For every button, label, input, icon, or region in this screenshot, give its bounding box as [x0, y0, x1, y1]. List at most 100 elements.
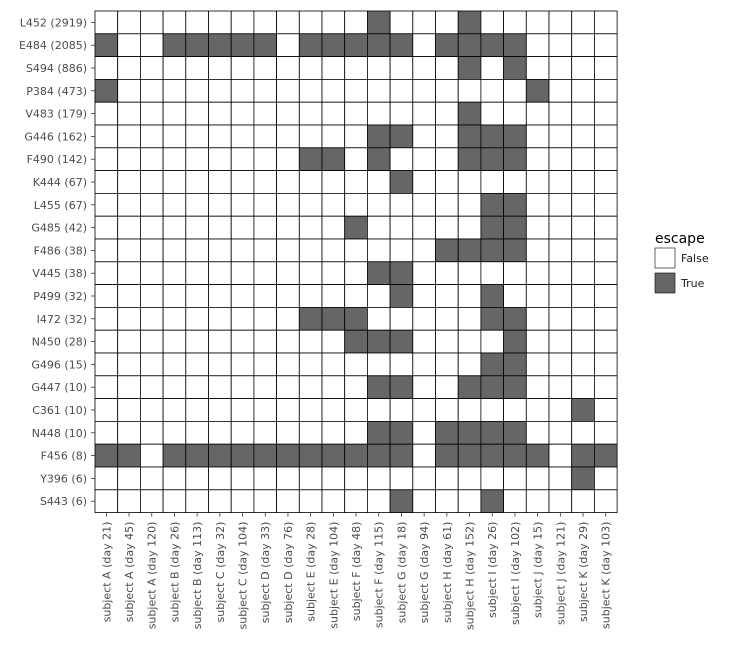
- heatmap-cell: [298, 352, 323, 377]
- heatmap-cell: [117, 466, 141, 491]
- heatmap-cell: [480, 352, 504, 377]
- heatmap-cell: [435, 466, 459, 491]
- heatmap-cell: [117, 489, 141, 513]
- heatmap-cell: [139, 79, 164, 103]
- heatmap-cell: [117, 101, 141, 126]
- heatmap-cell: [253, 306, 277, 331]
- column-label: subject J (day 121): [554, 522, 567, 625]
- heatmap-cell: [366, 489, 391, 513]
- heatmap-cell: [208, 329, 232, 354]
- heatmap-cell: [503, 192, 527, 217]
- heatmap-cell: [389, 489, 414, 513]
- heatmap-cell: [298, 443, 323, 468]
- heatmap-cell: [525, 329, 550, 354]
- heatmap-cell: [185, 375, 209, 399]
- column-label: subject G (day 18): [395, 522, 408, 624]
- heatmap-cell: [185, 33, 209, 57]
- heatmap-cell: [94, 466, 119, 491]
- heatmap-cell: [344, 352, 368, 377]
- heatmap-cell: [435, 192, 459, 217]
- heatmap-cell: [321, 489, 346, 513]
- heatmap-cell: [185, 147, 209, 172]
- heatmap-cell: [276, 398, 300, 422]
- heatmap-cell: [139, 238, 164, 263]
- heatmap-cell: [321, 261, 346, 285]
- heatmap-cell: [253, 215, 277, 240]
- heatmap-cell: [571, 215, 595, 240]
- heatmap-cell: [94, 238, 119, 263]
- heatmap-cell: [94, 147, 119, 172]
- heatmap-cell: [94, 101, 119, 126]
- heatmap-cell: [208, 56, 232, 80]
- column-label: subject E (day 28): [305, 522, 318, 622]
- row-label: G485 (42): [31, 222, 87, 235]
- heatmap-cell: [321, 147, 346, 172]
- heatmap-cell: [435, 170, 459, 194]
- heatmap-cell: [594, 284, 618, 308]
- column-label: subject J (day 15): [532, 522, 545, 618]
- row-label: P499 (32): [33, 290, 87, 303]
- heatmap-cell: [208, 398, 232, 422]
- heatmap-cell: [94, 284, 119, 308]
- heatmap-cell: [435, 56, 459, 80]
- heatmap-cell: [117, 56, 141, 80]
- heatmap-cell: [162, 261, 187, 285]
- heatmap-cell: [366, 10, 391, 35]
- heatmap-cell: [389, 261, 414, 285]
- heatmap-cell: [548, 56, 573, 80]
- heatmap-cell: [208, 170, 232, 194]
- heatmap-cell: [389, 192, 414, 217]
- heatmap-cell: [412, 147, 436, 172]
- heatmap-cell: [276, 284, 300, 308]
- heatmap-cell: [571, 79, 595, 103]
- heatmap-cell: [298, 192, 323, 217]
- row-label: L455 (67): [34, 199, 87, 212]
- heatmap-cell: [230, 398, 255, 422]
- heatmap-cell: [412, 306, 436, 331]
- heatmap-cell: [298, 215, 323, 240]
- heatmap-cell: [412, 352, 436, 377]
- heatmap-cell: [117, 170, 141, 194]
- legend-label-false: False: [681, 252, 709, 265]
- heatmap-cell: [162, 420, 187, 445]
- heatmap-cell: [276, 170, 300, 194]
- column-label: subject H (day 61): [441, 522, 454, 623]
- heatmap-cell: [230, 215, 255, 240]
- heatmap-cell: [208, 306, 232, 331]
- heatmap-cell: [457, 306, 482, 331]
- heatmap-cell: [298, 420, 323, 445]
- heatmap-cell: [321, 284, 346, 308]
- heatmap-cell: [435, 33, 459, 57]
- row-label: E484 (2085): [19, 39, 87, 52]
- heatmap-cell: [548, 466, 573, 491]
- heatmap-cell: [548, 170, 573, 194]
- heatmap-cell: [525, 284, 550, 308]
- heatmap-cell: [185, 101, 209, 126]
- heatmap-cell: [525, 489, 550, 513]
- heatmap-cell: [162, 489, 187, 513]
- row-labels: L452 (2919) E484 (2085) S494 (886) P384 (47…: [19, 16, 95, 508]
- heatmap-cell: [457, 147, 482, 172]
- heatmap-cell: [480, 466, 504, 491]
- heatmap-cell: [525, 79, 550, 103]
- heatmap-cell: [435, 10, 459, 35]
- heatmap-cell: [162, 238, 187, 263]
- heatmap-cell: [344, 284, 368, 308]
- heatmap-cell: [571, 170, 595, 194]
- heatmap-cell: [344, 170, 368, 194]
- column-label: subject K (day 103): [600, 522, 613, 629]
- heatmap-cell: [594, 147, 618, 172]
- heatmap-cell: [503, 352, 527, 377]
- heatmap-cell: [139, 33, 164, 57]
- heatmap-cell: [162, 192, 187, 217]
- heatmap-cell: [344, 147, 368, 172]
- heatmap-cell: [548, 79, 573, 103]
- heatmap-cell: [548, 192, 573, 217]
- heatmap-cell: [298, 375, 323, 399]
- heatmap-cell: [185, 489, 209, 513]
- heatmap-cell: [344, 238, 368, 263]
- heatmap-cell: [435, 147, 459, 172]
- heatmap-cell: [298, 261, 323, 285]
- heatmap-cell: [594, 192, 618, 217]
- heatmap-cell: [185, 56, 209, 80]
